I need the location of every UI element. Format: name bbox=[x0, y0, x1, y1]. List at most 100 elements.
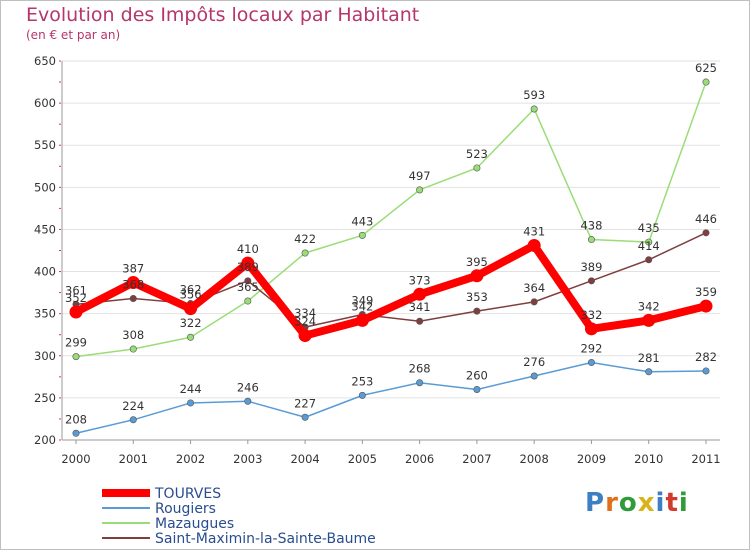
axes bbox=[61, 61, 720, 441]
x-tick-label: 2000 bbox=[61, 452, 90, 466]
x-tick-label: 2010 bbox=[634, 452, 663, 466]
series-line-mazaugues bbox=[75, 81, 707, 358]
data-label: 362 bbox=[180, 283, 202, 297]
data-point bbox=[473, 385, 481, 393]
gridlines bbox=[62, 60, 720, 441]
logo-letter: P bbox=[585, 488, 606, 518]
data-point bbox=[126, 276, 140, 290]
series-layer bbox=[69, 78, 713, 437]
data-label: 352 bbox=[65, 291, 87, 305]
data-label: 299 bbox=[65, 336, 87, 350]
data-point bbox=[587, 277, 595, 285]
x-tick-label: 2004 bbox=[290, 452, 319, 466]
logo-letter: r bbox=[605, 488, 619, 518]
data-point bbox=[187, 333, 195, 341]
series-line-tourves bbox=[74, 241, 707, 340]
data-label: 292 bbox=[580, 342, 602, 356]
data-point bbox=[241, 256, 255, 270]
y-tick-label: 500 bbox=[34, 180, 56, 194]
data-point bbox=[645, 256, 653, 264]
x-tick-label: 2008 bbox=[520, 452, 549, 466]
data-point bbox=[358, 391, 366, 399]
x-tick-label: 2003 bbox=[233, 452, 262, 466]
data-label: 431 bbox=[523, 224, 545, 238]
data-label: 268 bbox=[409, 362, 431, 376]
legend-label: Saint-Maximin-la-Sainte-Baume bbox=[155, 531, 376, 547]
data-point bbox=[702, 229, 710, 237]
data-label: 625 bbox=[695, 61, 717, 75]
data-label: 281 bbox=[638, 351, 660, 365]
data-label: 435 bbox=[638, 221, 660, 235]
data-label: 334 bbox=[294, 306, 316, 320]
data-label: 349 bbox=[351, 294, 373, 308]
legend-label: TOURVES bbox=[154, 486, 221, 502]
data-label: 253 bbox=[351, 374, 373, 388]
data-label: 224 bbox=[122, 399, 144, 413]
data-label: 322 bbox=[180, 316, 202, 330]
data-point bbox=[699, 299, 713, 313]
data-point bbox=[129, 295, 137, 303]
data-point bbox=[72, 429, 80, 437]
data-point bbox=[416, 317, 424, 325]
data-label: 446 bbox=[695, 212, 717, 226]
data-point bbox=[129, 416, 137, 424]
y-tick-label: 600 bbox=[34, 96, 56, 110]
data-point bbox=[587, 359, 595, 367]
data-point bbox=[416, 379, 424, 387]
data-label: 359 bbox=[695, 285, 717, 299]
legend-label: Mazaugues bbox=[155, 516, 234, 532]
y-tick-label: 400 bbox=[34, 265, 56, 279]
data-point bbox=[358, 231, 366, 239]
data-point bbox=[530, 372, 538, 380]
data-point bbox=[129, 345, 137, 353]
data-label: 246 bbox=[237, 380, 259, 394]
data-label: 342 bbox=[638, 299, 660, 313]
data-label: 395 bbox=[466, 255, 488, 269]
data-label: 324 bbox=[294, 315, 316, 329]
data-point bbox=[645, 368, 653, 376]
data-point bbox=[184, 302, 198, 316]
x-axis-ticks: 2000 2001 2002 2003 2004 2005 2006 2007 2008 2009… bbox=[61, 440, 721, 466]
data-label: 410 bbox=[237, 242, 259, 256]
data-point bbox=[584, 322, 598, 336]
y-tick-label: 300 bbox=[34, 349, 56, 363]
data-point bbox=[187, 399, 195, 407]
data-point bbox=[244, 297, 252, 305]
series-line-rougiers bbox=[75, 361, 707, 434]
legend-label: Rougiers bbox=[155, 501, 216, 517]
data-label: 356 bbox=[180, 288, 202, 302]
y-tick-label: 250 bbox=[34, 391, 56, 405]
y-tick-label: 650 bbox=[34, 54, 56, 68]
data-point bbox=[355, 313, 369, 327]
data-label: 387 bbox=[122, 262, 144, 276]
data-point bbox=[527, 238, 541, 252]
plot-area bbox=[62, 61, 720, 440]
data-point bbox=[530, 105, 538, 113]
proxiti-logo: Proxiti bbox=[585, 488, 689, 518]
data-point bbox=[470, 269, 484, 283]
data-label: 308 bbox=[122, 328, 144, 342]
data-point bbox=[642, 313, 656, 327]
data-point bbox=[72, 353, 80, 361]
data-label: 438 bbox=[580, 219, 602, 233]
data-label: 208 bbox=[65, 412, 87, 426]
data-label: 276 bbox=[523, 355, 545, 369]
data-label: 523 bbox=[466, 147, 488, 161]
x-tick-label: 2007 bbox=[462, 452, 491, 466]
data-point bbox=[244, 397, 252, 405]
data-label: 443 bbox=[351, 214, 373, 228]
data-point bbox=[702, 367, 710, 375]
y-tick-label: 450 bbox=[34, 222, 56, 236]
data-label: 593 bbox=[523, 88, 545, 102]
logo-letter: i bbox=[678, 488, 689, 518]
data-label: 227 bbox=[294, 396, 316, 410]
data-point bbox=[244, 277, 252, 285]
data-point bbox=[530, 298, 538, 306]
data-point bbox=[645, 238, 653, 246]
legend: TOURVESRougiersMazauguesSaint-Maximin-la… bbox=[102, 486, 376, 547]
data-label: 368 bbox=[122, 278, 144, 292]
logo-letter: t bbox=[665, 488, 679, 518]
data-point bbox=[413, 287, 427, 301]
logo-letter: i bbox=[655, 488, 666, 518]
plot-background bbox=[62, 61, 720, 440]
